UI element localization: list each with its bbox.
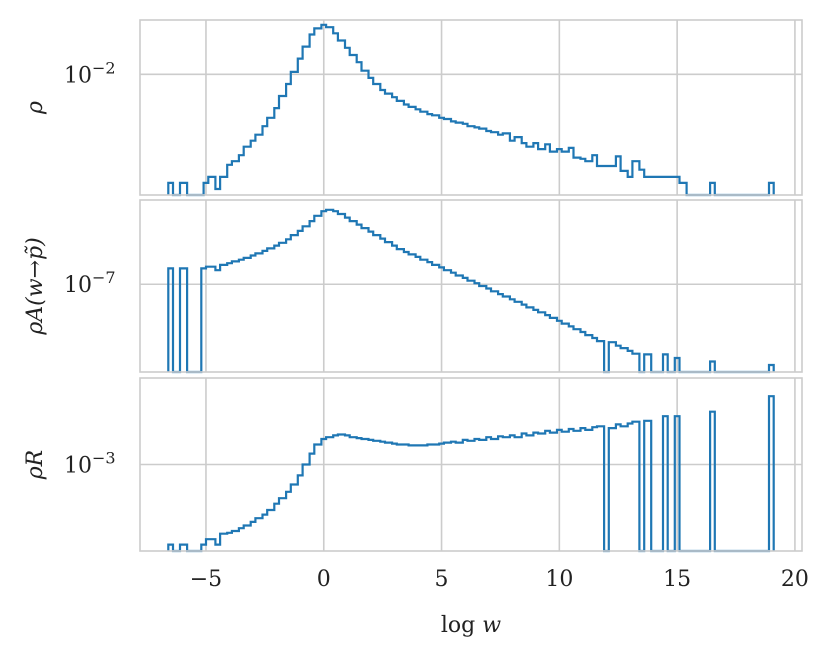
x-tick-label: 20 [781,567,809,592]
panel-1: 10−2 ρ [23,19,803,197]
histogram-line [167,395,775,553]
x-axis-label-func: log [441,613,482,638]
y-tick-exponent: −2 [92,58,116,77]
y-tick-label: 10−7 [64,268,116,298]
histogram-line [167,208,775,374]
x-tick-label: 10 [545,567,573,592]
x-tick-label: 0 [317,567,331,592]
y-tick-label: 10−3 [64,449,116,479]
panel-3: 10−3 ρR [23,377,803,553]
y-axis-label: ρA(w→p̃) [23,237,48,335]
x-tick-label: 5 [435,567,449,592]
y-tick-base: 10 [64,454,92,479]
histogram-line [167,23,775,197]
x-tick-label: −5 [190,567,222,592]
y-tick-label: 10−2 [64,58,116,88]
panel-2: 10−7 ρA(w→p̃) [23,199,803,374]
x-tick-label: 15 [663,567,691,592]
y-tick-base: 10 [64,273,92,298]
panel-frame [139,377,803,552]
panel-frame [139,19,803,196]
y-tick-exponent: −3 [92,449,116,468]
y-axis-label: ρR [23,450,48,481]
x-axis-label-var: w [482,613,501,638]
panel-frame [139,199,803,373]
y-axis-label: ρ [23,101,48,115]
x-axis-label: log w [441,613,501,638]
y-tick-exponent: −7 [92,268,116,287]
y-tick-base: 10 [64,63,92,88]
